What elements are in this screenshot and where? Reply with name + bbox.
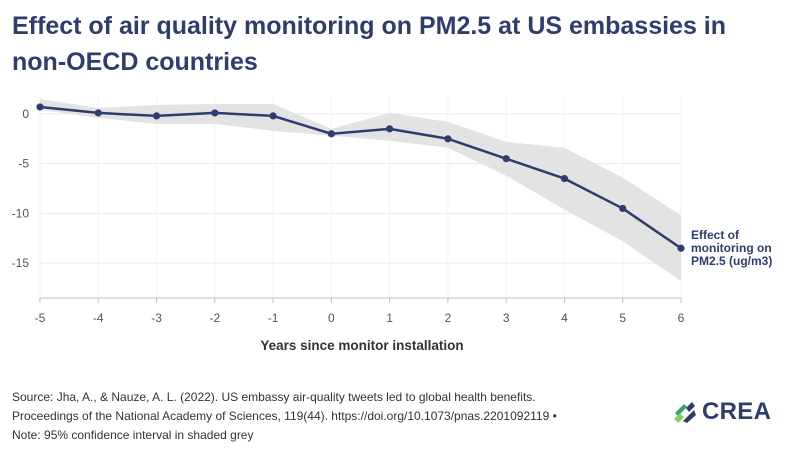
source-note: Source: Jha, A., & Nauze, A. L. (2022). … xyxy=(12,388,652,445)
x-tick-label: -1 xyxy=(268,311,279,325)
series-label-line: Effect of xyxy=(691,228,740,242)
x-tick-label: -5 xyxy=(35,311,46,325)
series-label-line: PM2.5 (ug/m3) xyxy=(691,254,772,268)
data-point xyxy=(211,109,219,117)
source-line-2: Proceedings of the National Academy of S… xyxy=(12,409,557,423)
x-tick-label: 3 xyxy=(503,311,510,325)
x-tick-label: 5 xyxy=(619,311,626,325)
y-tick-label: 0 xyxy=(22,107,29,121)
logo-text: CREA xyxy=(702,398,772,425)
x-tick-label: 6 xyxy=(678,311,685,325)
y-tick-label: -10 xyxy=(12,206,30,220)
data-point xyxy=(386,125,394,133)
x-tick-label: 0 xyxy=(328,311,335,325)
y-tick-label: -5 xyxy=(18,157,29,171)
series-label-line: monitoring on xyxy=(691,241,772,255)
source-line-1: Source: Jha, A., & Nauze, A. L. (2022). … xyxy=(12,390,536,404)
data-point xyxy=(327,130,335,138)
data-point xyxy=(619,204,627,213)
series-label: Effect of monitoring on PM2.5 (ug/m3) xyxy=(691,228,772,268)
data-point xyxy=(444,135,452,143)
y-tick-label: -15 xyxy=(12,256,30,270)
data-point xyxy=(677,244,685,252)
data-point xyxy=(152,112,161,120)
data-point xyxy=(560,174,569,183)
data-point xyxy=(502,155,510,163)
x-tick-label: -3 xyxy=(151,311,162,325)
x-tick-label: -2 xyxy=(209,311,220,325)
data-point xyxy=(269,112,277,120)
x-tick-label: -4 xyxy=(93,311,104,325)
series-line xyxy=(38,105,683,250)
x-axis-label: Years since monitor installation xyxy=(260,338,464,353)
data-point xyxy=(94,109,102,117)
source-line-3: Note: 95% confidence interval in shaded … xyxy=(12,428,254,442)
crea-leaf-icon xyxy=(674,402,696,423)
x-tick-label: 1 xyxy=(386,311,393,325)
chart-title: Effect of air quality monitoring on PM2.… xyxy=(12,12,727,76)
x-tick-label: 4 xyxy=(561,311,568,325)
data-point xyxy=(36,103,44,111)
confidence-band xyxy=(40,98,681,282)
x-tick-label: 2 xyxy=(445,311,452,325)
crea-logo: CREA xyxy=(672,396,771,428)
